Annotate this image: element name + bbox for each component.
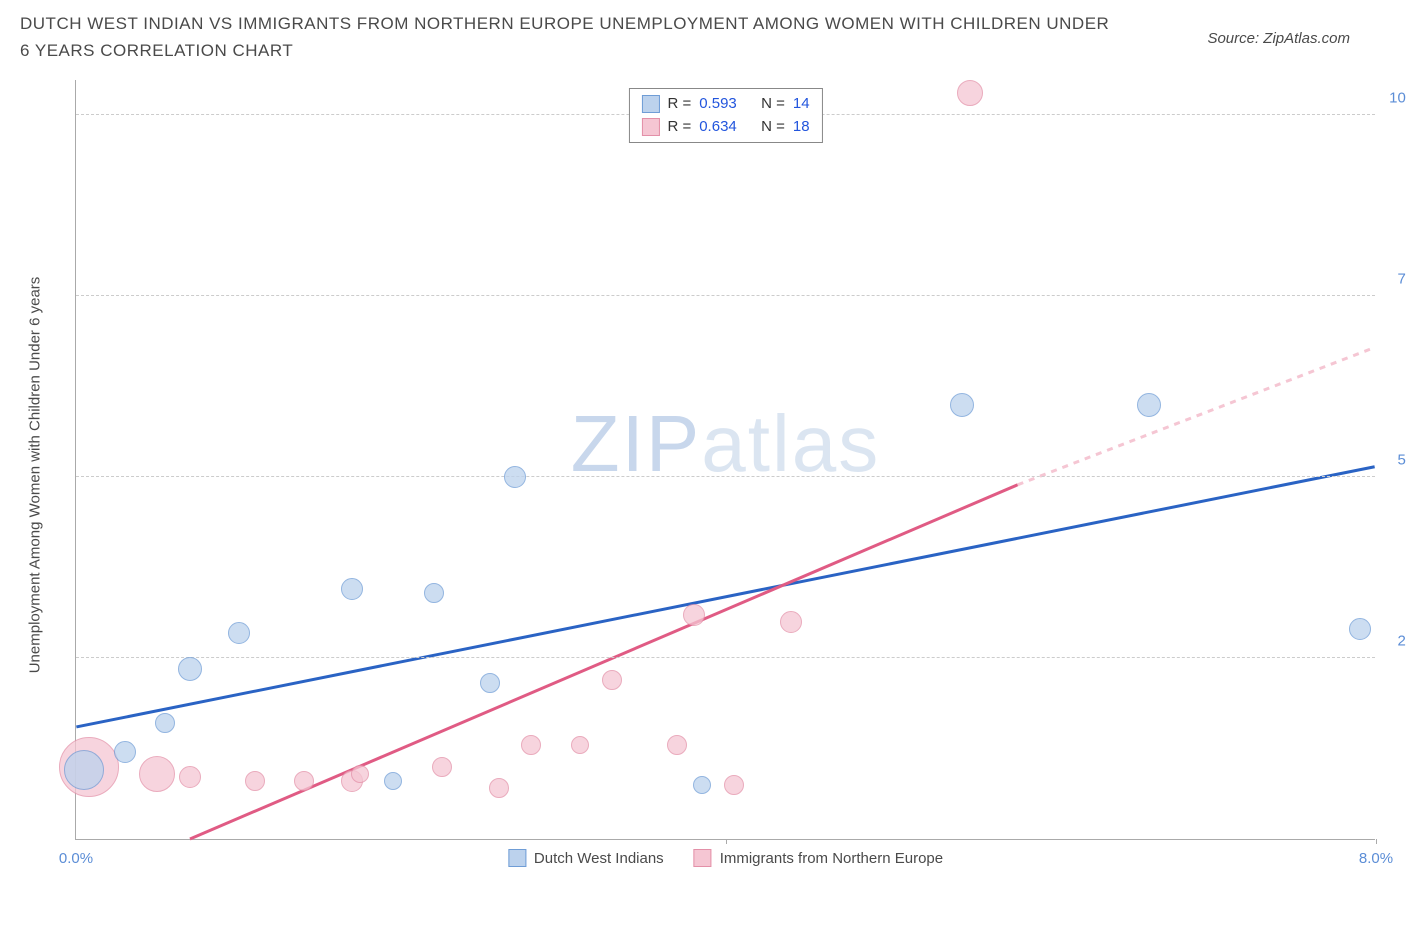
legend-stats-row-b: R = 0.634 N = 18 (641, 116, 809, 139)
data-point-b (957, 80, 983, 106)
legend-series: Dutch West Indians Immigrants from North… (508, 849, 943, 867)
swatch-series-a-icon (508, 849, 526, 867)
trend-line (190, 485, 1018, 839)
data-point-a (114, 741, 136, 763)
swatch-series-b (641, 118, 659, 136)
legend-stats: R = 0.593 N = 14 R = 0.634 N = 18 (628, 88, 822, 143)
data-point-a (178, 657, 202, 681)
data-point-a (424, 583, 444, 603)
data-point-b (139, 756, 175, 792)
swatch-series-a (641, 95, 659, 113)
data-point-a (950, 393, 974, 417)
gridline (76, 295, 1375, 296)
chart-title: DUTCH WEST INDIAN VS IMMIGRANTS FROM NOR… (20, 10, 1120, 64)
data-point-b (602, 670, 622, 690)
data-point-a (341, 578, 363, 600)
data-point-b (571, 736, 589, 754)
trend-line (1018, 347, 1375, 484)
legend-item-a: Dutch West Indians (508, 849, 664, 867)
data-point-a (480, 673, 500, 693)
data-point-b (432, 757, 452, 777)
data-point-b (724, 775, 744, 795)
data-point-b (521, 735, 541, 755)
data-point-a (1137, 393, 1161, 417)
trend-line (76, 467, 1374, 727)
x-tick-mark (726, 839, 727, 844)
data-point-b (780, 611, 802, 633)
swatch-series-b-icon (694, 849, 712, 867)
legend-stats-row-a: R = 0.593 N = 14 (641, 93, 809, 116)
data-point-a (64, 750, 104, 790)
legend-item-b: Immigrants from Northern Europe (694, 849, 943, 867)
data-point-b (489, 778, 509, 798)
x-tick-label: 0.0% (59, 850, 93, 867)
y-axis-label: Unemployment Among Women with Children U… (27, 277, 44, 674)
y-tick-label: 100.0% (1389, 90, 1406, 107)
source-attribution: Source: ZipAtlas.com (1207, 10, 1350, 47)
data-point-a (384, 772, 402, 790)
data-point-b (667, 735, 687, 755)
y-tick-label: 75.0% (1397, 271, 1406, 288)
data-point-b (683, 604, 705, 626)
data-point-a (693, 776, 711, 794)
data-point-a (504, 466, 526, 488)
data-point-a (1349, 618, 1371, 640)
gridline (76, 657, 1375, 658)
data-point-a (228, 622, 250, 644)
x-tick-label: 8.0% (1359, 850, 1393, 867)
data-point-a (155, 713, 175, 733)
y-tick-label: 50.0% (1397, 452, 1406, 469)
x-tick-mark (1376, 839, 1377, 844)
scatter-plot: ZIPatlas R = 0.593 N = 14 R = 0.634 N = … (75, 80, 1375, 840)
data-point-b (179, 766, 201, 788)
y-tick-label: 25.0% (1397, 633, 1406, 650)
data-point-b (351, 765, 369, 783)
gridline (76, 476, 1375, 477)
data-point-b (294, 771, 314, 791)
data-point-b (245, 771, 265, 791)
